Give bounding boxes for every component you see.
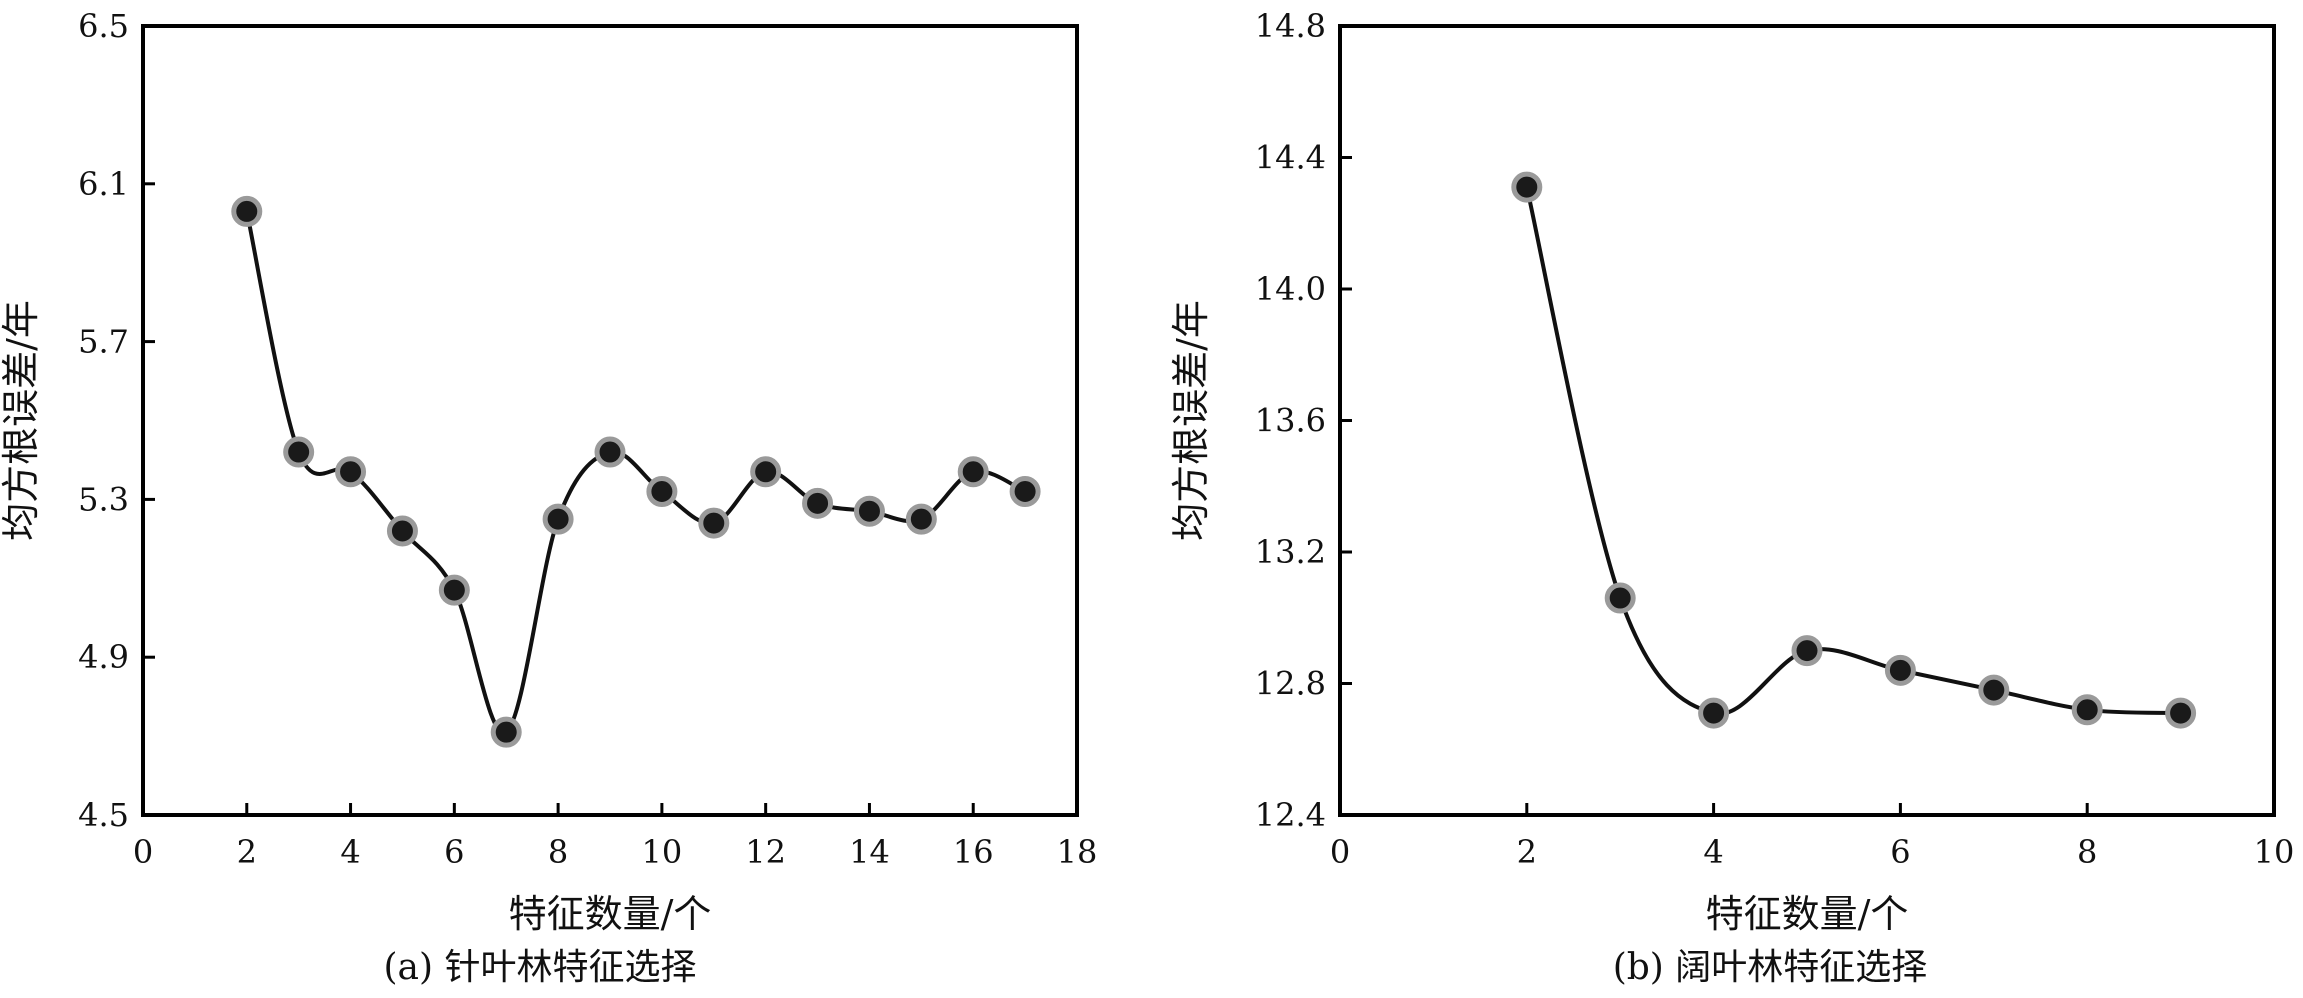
y-tick-label: 5.7 — [78, 323, 129, 361]
y-tick-label: 12.4 — [1255, 796, 1326, 834]
data-point — [1884, 654, 1916, 686]
data-point — [231, 195, 263, 227]
x-tick-label: 0 — [1330, 833, 1350, 871]
y-tick-label: 6.5 — [78, 7, 129, 45]
data-point — [1978, 674, 2010, 706]
data-point — [2165, 697, 2197, 729]
x-tick-label: 0 — [133, 833, 153, 871]
data-point — [283, 436, 315, 468]
x-tick-label: 4 — [340, 833, 360, 871]
series-line — [1524, 186, 2181, 716]
data-point — [542, 503, 574, 535]
x-tick-label: 4 — [1703, 833, 1723, 871]
x-tick-label: 2 — [237, 833, 257, 871]
chart-a-conifer: 0 2 4 6 8 10 12 14 16 18 4.5 4.9 5.3 5.7 6.1 6.5 特征数量/个 均… — [0, 7, 1097, 936]
x-tick-label: 18 — [1057, 833, 1098, 871]
y-tick-label: 13.2 — [1255, 533, 1326, 571]
x-tick-label: 8 — [548, 833, 568, 871]
data-point — [335, 456, 367, 488]
x-tick-label: 14 — [849, 833, 890, 871]
y-tick-label: 4.9 — [78, 638, 129, 676]
data-point — [905, 503, 937, 535]
y-tick-label: 13.6 — [1255, 402, 1326, 440]
data-point — [1698, 697, 1730, 729]
y-tick-label: 14.4 — [1255, 139, 1326, 177]
data-point — [1009, 476, 1041, 508]
data-point — [698, 507, 730, 539]
data-point — [750, 456, 782, 488]
data-point — [1511, 171, 1543, 203]
y-tick-label: 12.8 — [1255, 665, 1326, 703]
data-point — [2071, 694, 2103, 726]
data-point — [957, 456, 989, 488]
x-tick-label: 6 — [1890, 833, 1910, 871]
caption-b: (b) 阔叶林特征选择 — [1612, 947, 1928, 988]
x-tick-label: 8 — [2077, 833, 2097, 871]
x-tick-label: 10 — [642, 833, 683, 871]
data-point — [490, 716, 522, 748]
x-tick-label: 12 — [745, 833, 786, 871]
data-point — [386, 515, 418, 547]
x-axis-title: 特征数量/个 — [509, 892, 712, 936]
x-axis-title: 特征数量/个 — [1706, 892, 1909, 936]
chart-b-broadleaf: 0 2 4 6 8 10 12.4 12.8 13.2 13.6 14.0 14.4 14.8 特征数量/… — [1169, 7, 2294, 936]
x-tick-label: 6 — [444, 833, 464, 871]
x-tick-label: 16 — [953, 833, 994, 871]
plot-frame — [1338, 24, 2276, 817]
y-axis-title: 均方根误差/年 — [1169, 300, 1213, 541]
data-point — [1791, 635, 1823, 667]
data-point — [646, 476, 678, 508]
y-tick-label: 4.5 — [78, 796, 129, 834]
data-point — [594, 436, 626, 468]
caption-a: (a) 针叶林特征选择 — [383, 947, 697, 988]
data-point — [1604, 582, 1636, 614]
y-tick-label: 14.0 — [1255, 270, 1326, 308]
x-tick-label: 10 — [2254, 833, 2295, 871]
y-axis-title: 均方根误差/年 — [0, 300, 43, 541]
data-point — [438, 574, 470, 606]
data-point — [853, 495, 885, 527]
data-point — [802, 487, 834, 519]
y-tick-label: 6.1 — [78, 165, 129, 203]
plot-frame — [141, 24, 1079, 817]
y-tick-label: 5.3 — [78, 480, 129, 518]
y-tick-label: 14.8 — [1255, 7, 1326, 45]
x-tick-label: 2 — [1517, 833, 1537, 871]
